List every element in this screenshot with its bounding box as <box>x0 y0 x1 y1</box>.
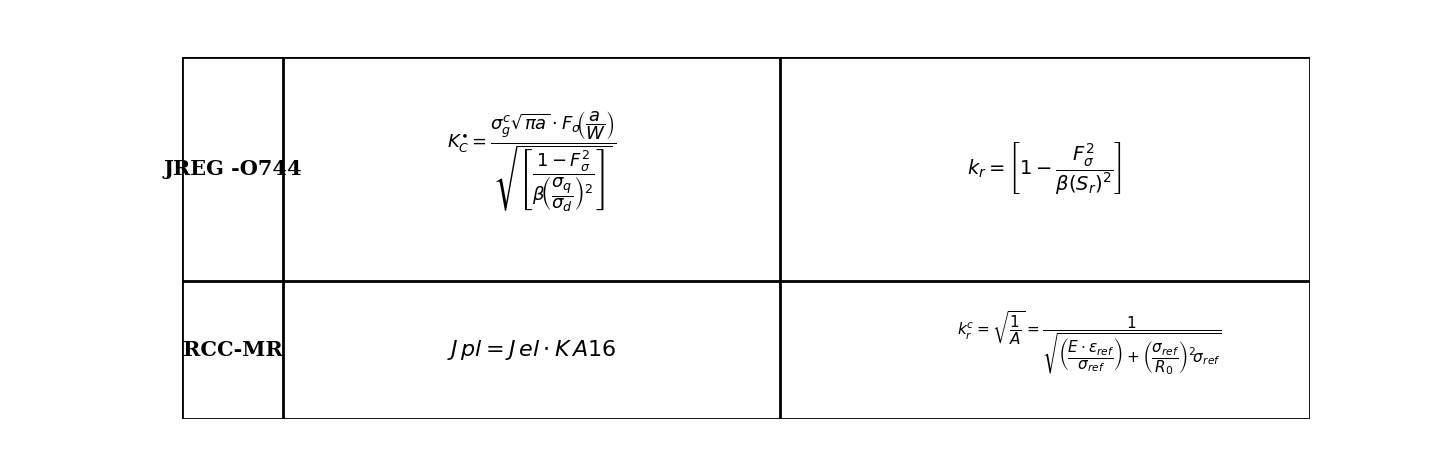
Text: $K_C^{\bullet} = \dfrac{\sigma_g^c \sqrt{\pi a} \cdot F_\sigma\!\left(\dfrac{a}{: $K_C^{\bullet} = \dfrac{\sigma_g^c \sqrt… <box>447 109 617 214</box>
Text: $k_r = \left[1 - \dfrac{F_\sigma^2}{\beta(S_r)^2}\right]$: $k_r = \left[1 - \dfrac{F_\sigma^2}{\bet… <box>968 141 1122 197</box>
Text: RCC-MR: RCC-MR <box>183 340 282 360</box>
Text: JREG -O744: JREG -O744 <box>163 159 303 179</box>
Text: $J\,pl = J\,el \cdot K\,A16$: $J\,pl = J\,el \cdot K\,A16$ <box>447 338 617 362</box>
Text: $k_r^c = \sqrt{\dfrac{1}{A}} = \dfrac{1}{\sqrt{\left(\dfrac{E \cdot \varepsilon_: $k_r^c = \sqrt{\dfrac{1}{A}} = \dfrac{1}… <box>957 309 1222 377</box>
